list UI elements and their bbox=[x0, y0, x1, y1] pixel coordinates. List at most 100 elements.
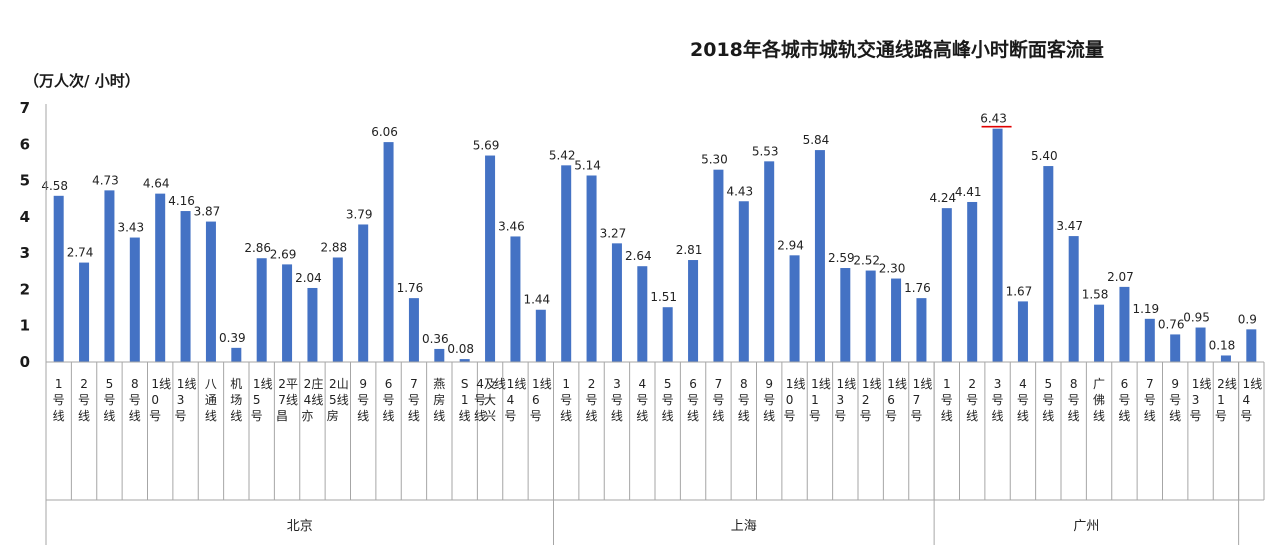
data-label: 2.69 bbox=[270, 247, 297, 261]
bar bbox=[358, 224, 369, 362]
y-tick-label: 0 bbox=[20, 353, 30, 371]
data-label: 2.88 bbox=[320, 240, 347, 254]
y-tick-label: 5 bbox=[20, 172, 30, 190]
data-label: 4.64 bbox=[143, 177, 170, 191]
bar bbox=[814, 150, 825, 362]
category-label: 1 3 号线 bbox=[1190, 377, 1212, 423]
bar bbox=[941, 208, 952, 362]
category-label: 广佛线 bbox=[1093, 377, 1105, 423]
data-label: 4.73 bbox=[92, 173, 119, 187]
group-label: 上海 bbox=[731, 519, 757, 534]
category-label: 5 号线 bbox=[103, 377, 115, 423]
bar bbox=[1170, 334, 1181, 362]
data-label: 2.64 bbox=[625, 249, 652, 263]
data-label: 0.9 bbox=[1238, 312, 1257, 326]
bar bbox=[129, 237, 140, 362]
group-label: 北京 bbox=[287, 519, 313, 534]
data-label: 0.18 bbox=[1209, 338, 1236, 352]
bar bbox=[79, 262, 90, 362]
bar bbox=[1017, 301, 1028, 362]
bar bbox=[967, 201, 978, 362]
category-label: 8 号线 bbox=[738, 377, 750, 423]
data-label: 2.59 bbox=[828, 251, 855, 265]
data-label: 5.84 bbox=[803, 133, 830, 147]
bar bbox=[662, 307, 673, 362]
category-label: 2 号线 bbox=[966, 377, 978, 423]
data-label: 1.76 bbox=[397, 281, 424, 295]
bar bbox=[180, 211, 191, 362]
category-label: 7 号线 bbox=[712, 377, 724, 423]
data-label: 3.79 bbox=[346, 207, 373, 221]
bar bbox=[205, 221, 216, 362]
category-label: 9 号线 bbox=[1169, 377, 1181, 423]
bar bbox=[611, 243, 622, 362]
category-label: 1 3 号线 bbox=[834, 377, 856, 423]
category-label: 1 6 号线 bbox=[885, 377, 907, 423]
bar bbox=[535, 309, 546, 362]
y-tick-label: 2 bbox=[20, 280, 30, 298]
data-label: 3.47 bbox=[1056, 219, 1083, 233]
bars bbox=[53, 128, 1257, 362]
category-label: 4 号线及大兴线 bbox=[474, 377, 506, 423]
bar bbox=[1043, 166, 1054, 362]
y-tick-label: 3 bbox=[20, 244, 30, 262]
data-label: 2.07 bbox=[1107, 270, 1134, 284]
data-label: 5.69 bbox=[473, 139, 500, 153]
bar bbox=[510, 236, 521, 362]
data-label: 0.76 bbox=[1158, 317, 1185, 331]
bar bbox=[789, 255, 800, 362]
bar bbox=[231, 347, 242, 362]
y-tick-label: 7 bbox=[20, 99, 30, 117]
category-label: 6 号线 bbox=[383, 377, 395, 423]
category-label: 3 号线 bbox=[992, 377, 1004, 423]
bar bbox=[459, 359, 470, 362]
data-label: 4.16 bbox=[168, 194, 195, 208]
category-label: 5 号线 bbox=[1042, 377, 1054, 423]
bar bbox=[992, 128, 1003, 362]
bar bbox=[155, 193, 166, 362]
bar bbox=[307, 287, 318, 362]
bar bbox=[891, 278, 902, 362]
bar bbox=[865, 270, 876, 362]
y-tick-label: 6 bbox=[20, 135, 30, 153]
category-label: 2 4 亦庄线 bbox=[301, 376, 323, 423]
data-label: 6.43 bbox=[980, 112, 1007, 126]
y-axis-unit-label: （万人次/ 小时） bbox=[24, 72, 140, 90]
category-label: 7 号线 bbox=[1144, 377, 1156, 423]
bar bbox=[1246, 329, 1257, 362]
bar bbox=[916, 298, 927, 362]
chart-title: 2018年各城市城轨交通线路高峰小时断面客流量 bbox=[690, 38, 1104, 61]
bar bbox=[1094, 304, 1105, 362]
category-label: 8 号线 bbox=[129, 377, 141, 423]
data-label: 3.46 bbox=[498, 219, 525, 233]
category-label: 机场线 bbox=[230, 377, 242, 423]
data-label: 1.76 bbox=[904, 281, 931, 295]
data-label: 3.27 bbox=[600, 226, 627, 240]
category-label: 5 号线 bbox=[662, 377, 674, 423]
category-label: 1 号线 bbox=[941, 377, 953, 423]
category-label: 2 号线 bbox=[78, 377, 90, 423]
category-label: 八通线 bbox=[205, 377, 217, 423]
bar bbox=[1068, 236, 1079, 362]
data-label: 4.41 bbox=[955, 185, 982, 199]
category-label: 1 1 号线 bbox=[809, 377, 831, 423]
data-label: 6.06 bbox=[371, 125, 398, 139]
y-tick-label: 1 bbox=[20, 317, 30, 335]
group-labels: 北京 上海 广州 bbox=[287, 519, 1100, 534]
bar bbox=[434, 348, 445, 362]
data-label: 1.58 bbox=[1082, 288, 1109, 302]
bar bbox=[408, 298, 419, 362]
category-label: 1 2 号线 bbox=[860, 377, 882, 423]
data-label: 2.04 bbox=[295, 271, 322, 285]
data-label: 0.36 bbox=[422, 332, 449, 346]
bar bbox=[332, 257, 343, 362]
category-label: 1 0 号线 bbox=[784, 377, 806, 423]
data-label: 2.52 bbox=[853, 254, 880, 268]
bar bbox=[485, 155, 496, 362]
bar bbox=[561, 165, 572, 362]
data-label: 5.42 bbox=[549, 148, 576, 162]
y-axis: 0 1 2 3 4 5 6 7 bbox=[20, 99, 30, 371]
bar bbox=[738, 201, 749, 362]
axes bbox=[45, 104, 1265, 545]
bar bbox=[282, 264, 293, 362]
